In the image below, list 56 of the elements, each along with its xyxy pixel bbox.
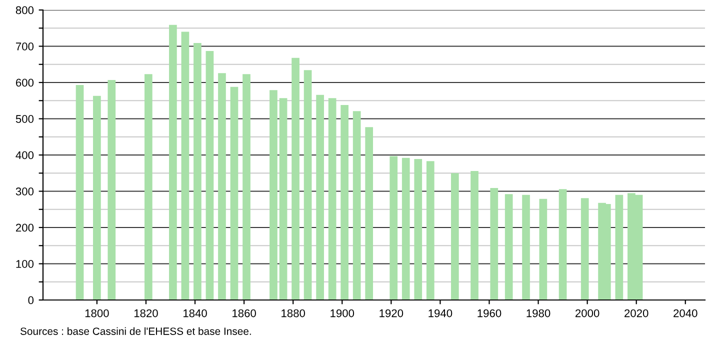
bar [328, 98, 336, 300]
x-tick-label: 1800 [85, 309, 109, 318]
bar [270, 90, 278, 300]
bar [144, 74, 152, 300]
bar [181, 32, 190, 300]
x-tick-label: 1880 [282, 309, 306, 318]
bar [108, 80, 116, 300]
bar [352, 111, 361, 300]
x-tick-label: 2000 [576, 309, 600, 318]
x-tick-label: 2020 [624, 309, 648, 318]
y-tick-label: 100 [16, 260, 34, 268]
bar [242, 74, 250, 300]
bar [93, 96, 101, 300]
y-tick-label: 200 [16, 224, 34, 232]
bar [206, 50, 214, 300]
x-tick-label: 2040 [674, 309, 698, 318]
y-tick-label: 700 [16, 42, 34, 50]
bar [402, 158, 410, 300]
bar [390, 156, 398, 300]
bar [450, 173, 459, 300]
x-tick-label: 1840 [184, 309, 207, 318]
bar [615, 194, 624, 300]
bar [316, 94, 324, 300]
bar [304, 70, 312, 300]
x-tick-label: 1860 [232, 309, 256, 318]
bar [230, 86, 238, 300]
y-tick-label: 0 [28, 296, 34, 304]
source-note: Sources : base Cassini de l'EHESS et base Insee. [20, 327, 251, 335]
y-tick-label: 600 [16, 78, 34, 87]
x-tick-label: 1820 [134, 309, 158, 318]
bar [558, 189, 567, 300]
bar [414, 158, 422, 300]
bar [279, 98, 288, 300]
bar [522, 194, 530, 300]
bar [504, 194, 513, 300]
bar [490, 188, 498, 300]
bar [76, 85, 84, 300]
bar [169, 24, 177, 300]
bar [426, 161, 434, 300]
bar [365, 127, 374, 300]
bar [218, 73, 226, 300]
y-tick-label: 300 [16, 188, 34, 196]
x-tick-label: 1920 [380, 309, 404, 318]
x-tick-label: 1940 [428, 309, 452, 318]
x-tick-label: 1980 [526, 309, 550, 318]
y-tick-label: 500 [16, 115, 34, 123]
x-tick-label: 1960 [478, 309, 502, 318]
x-tick-label: 1900 [330, 309, 354, 318]
y-tick-label: 800 [16, 6, 34, 14]
bar [539, 198, 548, 300]
y-tick-label: 400 [16, 151, 34, 160]
bar [470, 170, 478, 300]
bar [292, 58, 300, 300]
bar [580, 198, 589, 300]
bar [194, 42, 202, 300]
bar [340, 104, 348, 300]
